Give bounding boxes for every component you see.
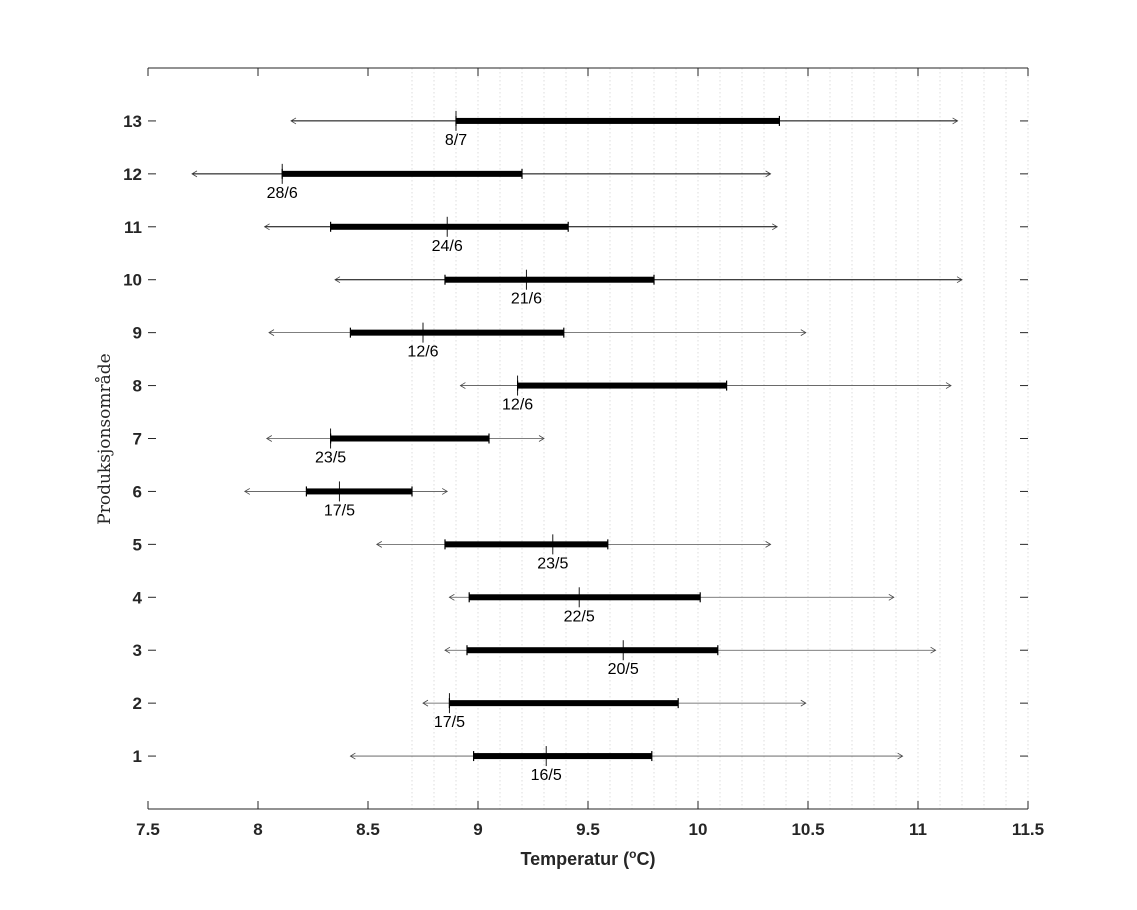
range-bar xyxy=(282,170,522,177)
date-label: 17/5 xyxy=(324,502,355,519)
x-tick-label: 11 xyxy=(909,820,927,839)
min-marker xyxy=(444,646,451,654)
range-bar xyxy=(445,276,654,283)
range-row-1: 16/5 xyxy=(349,746,904,784)
x-tick-label: 7.5 xyxy=(136,820,160,839)
date-label: 16/5 xyxy=(531,767,562,784)
y-tick-label: 10 xyxy=(123,271,142,290)
x-tick-label: 8.5 xyxy=(356,820,380,839)
range-bar xyxy=(445,541,608,548)
axes xyxy=(147,67,1029,810)
range-bar xyxy=(469,594,701,601)
date-label: 20/5 xyxy=(608,661,639,678)
date-label: 12/6 xyxy=(502,397,533,414)
date-label: 21/6 xyxy=(511,291,542,308)
range-row-8: 12/6 xyxy=(459,375,952,414)
range-row-11: 24/6 xyxy=(263,216,778,255)
date-label: 23/5 xyxy=(315,450,346,467)
x-tick-label: 11.5 xyxy=(1012,820,1044,839)
y-tick-label: 7 xyxy=(133,430,142,449)
x-tick-label: 10.5 xyxy=(791,820,824,839)
max-marker xyxy=(930,646,937,654)
max-marker xyxy=(538,435,545,442)
date-label: 8/7 xyxy=(445,132,467,149)
y-tick-label: 12 xyxy=(123,165,142,184)
max-marker xyxy=(441,488,448,495)
x-tick-label: 9.5 xyxy=(576,820,600,839)
date-label: 22/5 xyxy=(564,608,595,625)
max-marker xyxy=(765,541,772,548)
min-marker xyxy=(244,488,251,495)
range-bar xyxy=(330,435,489,442)
range-row-6: 17/5 xyxy=(244,481,448,519)
min-marker xyxy=(349,752,356,760)
x-tick-label: 10 xyxy=(689,820,708,839)
x-axis-label: Temperatur (oC) xyxy=(520,847,655,869)
y-tick-label: 5 xyxy=(133,535,142,554)
y-tick-label: 2 xyxy=(133,694,142,713)
range-row-5: 23/5 xyxy=(376,534,772,572)
range-row-13: 8/7 xyxy=(290,110,959,149)
range-bar xyxy=(449,700,679,707)
range-row-3: 20/5 xyxy=(444,640,937,678)
y-tick-labels: 13 12 11 10 9 8 7 6 5 4 3 2 1 xyxy=(123,112,142,766)
y-tick-label: 3 xyxy=(133,641,142,660)
range-bar xyxy=(330,223,569,230)
min-marker xyxy=(290,117,297,125)
y-tick-label: 6 xyxy=(133,482,142,501)
range-row-10: 21/6 xyxy=(334,269,963,308)
y-axis-label: Produksjonsområde xyxy=(95,353,115,524)
y-tick-label: 13 xyxy=(123,112,142,131)
date-label: 23/5 xyxy=(537,555,568,572)
range-row-4: 22/5 xyxy=(448,587,895,625)
max-marker xyxy=(956,276,963,284)
max-marker xyxy=(888,593,895,601)
max-marker xyxy=(952,117,959,125)
range-row-7: 23/5 xyxy=(266,428,545,467)
range-bars: 8/7 28/6 24/6 21/6 12/6 12/6 23/5 17/5 23/5 22/5 2… xyxy=(191,110,963,784)
y-tick-label: 4 xyxy=(133,588,143,607)
range-bar xyxy=(306,488,412,495)
date-label: 17/5 xyxy=(434,714,465,731)
range-bar xyxy=(473,753,652,760)
y-tick-label: 11 xyxy=(124,218,142,237)
min-marker xyxy=(376,541,383,548)
date-label: 28/6 xyxy=(267,185,298,202)
y-tick-label: 9 xyxy=(133,324,142,343)
min-marker xyxy=(334,276,341,284)
range-row-9: 12/6 xyxy=(268,322,807,361)
date-label: 24/6 xyxy=(432,238,463,255)
range-row-12: 28/6 xyxy=(191,163,772,202)
range-bar xyxy=(467,647,718,654)
max-marker xyxy=(800,699,807,707)
max-marker xyxy=(945,382,952,389)
range-bar xyxy=(517,382,727,389)
max-marker xyxy=(800,329,807,336)
range-row-2: 17/5 xyxy=(422,693,807,731)
y-tick-label: 1 xyxy=(133,747,142,766)
min-marker xyxy=(448,593,455,601)
max-marker xyxy=(771,223,778,231)
date-label: 12/6 xyxy=(407,344,438,361)
min-marker xyxy=(266,435,273,442)
range-bar xyxy=(456,117,780,124)
min-marker xyxy=(268,329,275,336)
x-tick-label: 9 xyxy=(473,820,482,839)
min-marker xyxy=(191,170,198,178)
min-marker xyxy=(263,223,270,231)
y-tick-label: 8 xyxy=(133,377,142,396)
max-marker xyxy=(897,752,904,760)
max-marker xyxy=(765,170,772,178)
range-bar xyxy=(350,329,564,336)
x-tick-label: 8 xyxy=(253,820,262,839)
x-tick-labels: 7.5 8 8.5 9 9.5 10 10.5 11 11.5 xyxy=(136,820,1044,839)
min-marker xyxy=(459,382,466,389)
min-marker xyxy=(422,699,429,707)
